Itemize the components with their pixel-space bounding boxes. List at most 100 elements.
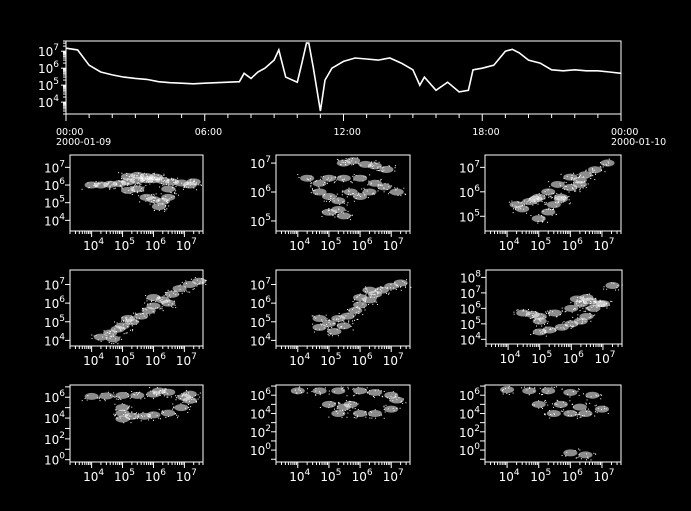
y-tick-label: 102 [44, 431, 65, 447]
y-tick-label: 106 [44, 177, 65, 193]
scatter-point [319, 400, 340, 410]
scatter-point [578, 170, 597, 180]
x-tick-label: 106 [352, 468, 373, 484]
scatter-point [594, 404, 609, 415]
scatter-point [350, 192, 369, 202]
y-tick-label: 104 [38, 94, 59, 110]
scatter-point [388, 187, 406, 197]
x-tick-label: 106 [562, 237, 583, 253]
scatter-point [106, 335, 123, 345]
scatter-point [345, 157, 361, 166]
scatter-point [571, 402, 591, 412]
x-tick-label: 105 [114, 237, 135, 253]
scatter-point [162, 289, 183, 298]
scatter-point [561, 448, 581, 459]
x-tick-label: 00:00 [611, 127, 638, 138]
scatter-point [144, 302, 164, 312]
scatter-panel-r2c2: 104 105 106 107 100 102 104 106 [459, 384, 622, 484]
x-tick-label: 105 [114, 352, 135, 368]
scatter-point [583, 304, 605, 314]
x-tick-label: 107 [176, 237, 197, 253]
scatter-point [595, 300, 613, 309]
scatter-point [131, 312, 149, 320]
y-tick-label: 105 [250, 213, 271, 229]
panel-frame [275, 154, 411, 232]
panel-frame [69, 269, 204, 347]
scatter-point [521, 386, 541, 396]
x-tick-label: 105 [320, 468, 341, 484]
y-tick-label: 105 [459, 208, 480, 224]
y-tick-label: 105 [44, 314, 65, 330]
x-tick-label: 104 [83, 468, 104, 484]
scatter-point [551, 399, 571, 409]
scatter-point [545, 309, 563, 318]
y-tick-label: 100 [250, 442, 271, 458]
scatter-point [114, 403, 133, 413]
y-tick-label: 105 [250, 314, 271, 330]
x-tick-label: 107 [594, 350, 615, 366]
x-tick-label: 107 [383, 352, 404, 368]
scatter-point [334, 174, 355, 184]
x-tick-label: 104 [499, 468, 520, 484]
scatter-point [145, 172, 165, 182]
scatter-point [544, 201, 564, 210]
panel-frame [484, 384, 622, 463]
scatter-point [530, 215, 548, 224]
y-tick-label: 107 [38, 43, 59, 59]
y-tick-label: 107 [459, 159, 480, 175]
scatter-point [352, 293, 368, 303]
scatter-point [114, 414, 132, 424]
scatter-point [500, 385, 515, 395]
scatter-point [599, 158, 615, 168]
timeseries-line [65, 42, 622, 112]
y-tick-label: 107 [44, 276, 65, 292]
y-tick-label: 102 [459, 424, 480, 440]
scatter-point [180, 390, 201, 399]
scatter-point [582, 391, 603, 401]
y-tick-label: 104 [44, 212, 65, 228]
scatter-point [362, 286, 379, 296]
scatter-point [328, 196, 349, 206]
scatter-point [328, 205, 349, 214]
scatter-point [353, 409, 371, 419]
x-tick-label: 105 [320, 352, 341, 368]
y-tick-label: 104 [44, 410, 65, 426]
y-tick-label: 105 [460, 316, 481, 332]
scatter-point [532, 317, 549, 327]
scatter-point [170, 285, 191, 294]
y-tick-label: 102 [250, 424, 271, 440]
scatter-point [311, 314, 331, 322]
scatter-point [309, 178, 331, 188]
y-tick-label: 105 [44, 195, 65, 211]
scatter-point [577, 312, 596, 321]
scatter-point [343, 400, 359, 410]
y-tick-label: 104 [250, 332, 271, 348]
scatter-point [525, 195, 547, 205]
scatter-point [575, 409, 596, 419]
scatter-point [393, 279, 412, 288]
y-tick-label: 108 [460, 269, 481, 285]
x-tick-label: 107 [176, 468, 197, 484]
x-tick-label: 107 [593, 468, 614, 484]
x-tick-label: 107 [383, 237, 404, 253]
scatter-point [365, 409, 385, 419]
y-tick-label: 100 [459, 442, 480, 458]
panel-frame [275, 384, 411, 463]
scatter-panel-r2c0: 104 105 106 107 100 102 104 106 [44, 384, 204, 484]
x-tick-label: 104 [289, 468, 310, 484]
scatter-point [145, 294, 163, 303]
scatter-panel-r0c2: 104 105 106 107 105 106 107 [459, 154, 622, 253]
scatter-panel-r2c1: 104 105 106 107 100 102 104 106 [250, 384, 411, 484]
timeseries-frame [65, 40, 622, 115]
y-tick-label: 107 [250, 155, 271, 171]
scatter-point [603, 281, 623, 291]
scatter-point [172, 403, 192, 413]
panel-frame [485, 269, 623, 345]
y-tick-label: 107 [44, 159, 65, 175]
scatter-panel-r1c1: 104 105 106 107 104 105 106 107 [250, 269, 412, 368]
y-tick-label: 106 [460, 300, 481, 316]
y-tick-label: 104 [250, 405, 271, 421]
scatter-point [544, 409, 565, 419]
